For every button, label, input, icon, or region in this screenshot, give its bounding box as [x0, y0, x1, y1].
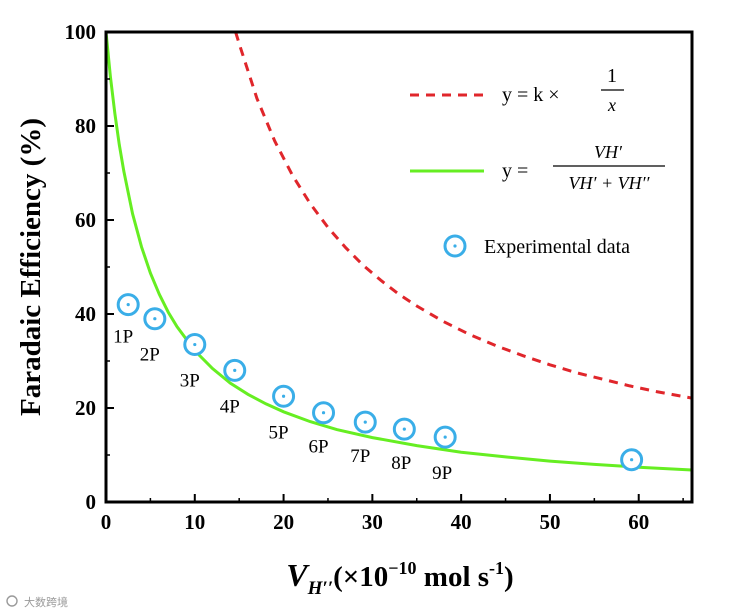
- legend-label-experimental: Experimental data: [484, 236, 630, 258]
- legend-label-ratio: y =: [502, 160, 528, 182]
- data-point-label: 1P: [113, 327, 133, 348]
- legend-label-inverse: y = k ×: [502, 84, 560, 106]
- y-tick-label: 40: [75, 302, 96, 326]
- x-axis-title: VH′′(×10−10 mol s-1): [286, 557, 513, 599]
- x-tick-label: 40: [451, 510, 472, 534]
- watermark-logo-icon: [6, 595, 18, 607]
- legend-frac-den-ratio: VH′ + VH′′: [569, 173, 651, 193]
- x-title-unit-exponent: -1: [489, 558, 504, 578]
- data-point-center: [402, 427, 406, 431]
- curves-layer: [106, 32, 692, 472]
- data-point-center: [281, 394, 286, 398]
- data-point-center: [126, 303, 130, 307]
- x-tick-label: 30: [362, 510, 383, 534]
- data-point-center: [193, 342, 197, 347]
- x-tick-label: 50: [539, 510, 560, 534]
- legend-frac-num-inverse: 1: [607, 65, 617, 87]
- x-tick-label: 0: [101, 510, 112, 534]
- watermark: 大数跨境: [6, 595, 68, 609]
- data-point-label: 6P: [308, 437, 328, 458]
- legend: y = k × 1 x y = VH′ VH′ + VH′′ Experimen…: [410, 65, 665, 258]
- x-title-symbol: V: [286, 557, 310, 593]
- x-title-close: ): [504, 561, 514, 593]
- legend-frac-num-ratio: VH′: [594, 142, 623, 162]
- y-tick-label: 100: [65, 20, 97, 44]
- data-point-center: [233, 368, 237, 372]
- y-tick-label: 20: [75, 396, 96, 420]
- legend-swatch-experimental-dot: [453, 244, 457, 248]
- x-tick-label: 60: [628, 510, 649, 534]
- ratio-model-curve: [106, 32, 692, 472]
- data-point-center: [630, 458, 634, 462]
- data-point-center: [443, 435, 447, 439]
- x-title-exponent: −10: [388, 558, 416, 578]
- experimental-points: 1P 2P 3P 4P 5P 6P 7P 8P 9P: [113, 293, 644, 484]
- legend-frac-den-inverse: x: [607, 95, 616, 115]
- y-tick-label: 80: [75, 114, 96, 138]
- inverse-model-curve: [234, 32, 692, 400]
- watermark-text: 大数跨境: [24, 595, 68, 609]
- data-point-center: [321, 411, 326, 415]
- data-point-label: 7P: [350, 446, 370, 467]
- x-title-prefix: (×10: [333, 561, 388, 593]
- x-tick-label: 10: [184, 510, 205, 534]
- y-tick-label: 60: [75, 208, 96, 232]
- data-point-label: 4P: [220, 396, 240, 417]
- x-title-subscript: H′′: [307, 578, 333, 599]
- data-point-center: [153, 317, 157, 321]
- x-title-unit: mol s: [417, 561, 490, 593]
- data-point-center: [363, 420, 367, 424]
- y-tick-label: 0: [86, 490, 97, 514]
- data-point-label: 8P: [391, 453, 411, 474]
- data-point-label: 9P: [432, 463, 452, 484]
- y-axis-title: Faradaic Efficiency (%): [15, 118, 47, 416]
- data-point-label: 2P: [140, 345, 160, 366]
- x-tick-label: 20: [273, 510, 294, 534]
- data-point-label: 3P: [180, 371, 200, 392]
- data-point-label: 5P: [269, 422, 289, 443]
- axis-ticks: 0 10 20 30 40 50 60 0 20 40 60 80 100: [65, 20, 684, 534]
